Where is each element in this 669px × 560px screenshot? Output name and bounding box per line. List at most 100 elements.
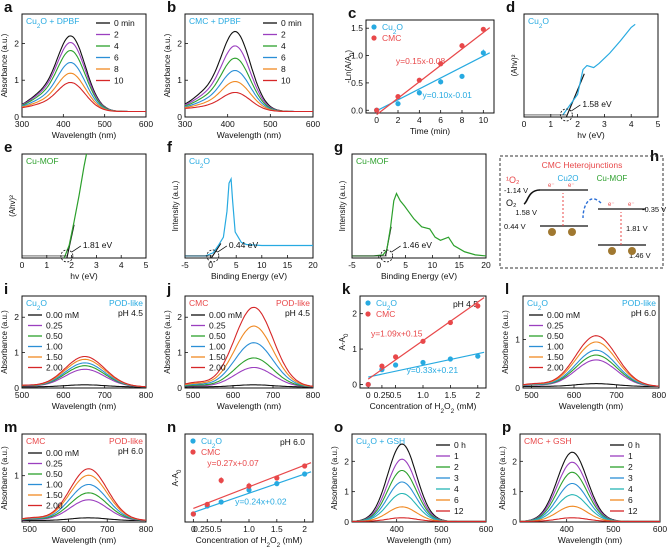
- panel-title: Cu-MOF: [26, 156, 59, 166]
- plot-frame: [351, 433, 487, 523]
- x-axis-label: Wavelength (nm): [387, 535, 452, 545]
- series-line-1.00: [522, 349, 659, 387]
- vb-cu2o-value: 0.44 V: [504, 222, 526, 231]
- singlet-oxygen-label: ¹O₂: [506, 175, 520, 185]
- panel-title: Cu2O + GSH: [356, 436, 405, 450]
- x-tick-label: 500: [263, 119, 277, 129]
- electron-symbol: e⁻: [628, 202, 635, 208]
- legend-label: 0.25: [46, 321, 63, 331]
- x-tick-label: 4: [417, 115, 422, 125]
- y-axis-label: Absorbance (a.u.): [0, 310, 9, 374]
- panel-a: a 300 400 500 600 0 1 2 Wavelength (nm) Absorbanc…: [0, 0, 153, 140]
- x-tick-label: 500: [15, 390, 29, 400]
- panel-title: CMC + GSH: [524, 436, 571, 446]
- heterojunction-schematic: h CMC Heterojunctions Cu2O Cu-MOF ¹O₂ -1…: [499, 148, 666, 269]
- y-tick-label: 2: [344, 456, 349, 466]
- y-axis-label: (Ahv)²: [8, 195, 17, 217]
- data-point: [379, 363, 385, 369]
- series-line-1.00: [184, 342, 314, 388]
- x-tick-label: 700: [98, 390, 112, 400]
- legend-label: 1.50: [547, 352, 564, 362]
- x-tick-label: 2: [475, 390, 480, 400]
- data-point: [204, 501, 210, 507]
- spectrum-line: [562, 23, 636, 116]
- panel-letter-e: e: [4, 139, 12, 156]
- legend-label: 6: [114, 53, 119, 63]
- legend-label: 2: [454, 462, 459, 472]
- x-tick-label: 5: [234, 260, 239, 270]
- legend-label: 2.00: [46, 363, 63, 373]
- panel-i: i 500 600 700 800 0 1 2 Wavelength (nm) Absorbanc…: [0, 281, 153, 411]
- data-point: [395, 101, 401, 107]
- x-tick-label: -5: [181, 260, 189, 270]
- x-tick-label: 500: [23, 524, 37, 534]
- plot-frame: [365, 19, 495, 114]
- panel-letter-o: o: [334, 419, 343, 436]
- series-line-2.00: [22, 355, 147, 388]
- x-tick-label: 1: [548, 119, 553, 129]
- pod-like-tag: POD-like: [276, 298, 310, 308]
- y-axis-label: Intensity (a.u.): [338, 180, 347, 231]
- panel-letter-i: i: [4, 281, 8, 298]
- fit-equation: y=0.24x+0.02: [235, 496, 287, 506]
- x-tick-label: 20: [308, 260, 318, 270]
- plot-frame: [519, 433, 661, 523]
- series-line-1.50: [522, 341, 660, 387]
- data-point: [459, 43, 465, 49]
- series-line-12: [352, 517, 486, 522]
- x-axis-label: Wavelength (nm): [52, 130, 117, 140]
- legend-label: Cu2O: [376, 298, 397, 312]
- annotation-pointer: [71, 245, 82, 253]
- data-point: [218, 499, 224, 505]
- x-tick-label: 600: [61, 524, 75, 534]
- legend-label: 0 min: [281, 18, 302, 28]
- series-line-2: [184, 45, 313, 113]
- x-tick-label: 500: [434, 524, 448, 534]
- spectrum-line: [352, 192, 487, 257]
- pod-like-tag: POD-like: [622, 298, 656, 308]
- panel-letter-l: l: [505, 281, 509, 298]
- legend-label: 0.50: [547, 331, 564, 341]
- panel-e: e 0 1 2 3 4 5 hv (eV) (Ahv)² Cu-MOF 1.81 eV: [4, 139, 149, 281]
- x-tick-label: 0: [522, 119, 527, 129]
- x-axis-label: Concentration of H2O2 (mM): [370, 401, 477, 415]
- panel-letter-a: a: [4, 0, 13, 16]
- data-point: [438, 79, 444, 85]
- series-line-0-h: [352, 443, 486, 522]
- fit-line: [193, 471, 312, 513]
- x-tick-label: 800: [139, 524, 153, 534]
- data-point: [246, 483, 252, 489]
- x-tick-label: 700: [266, 390, 280, 400]
- bandgap-annotation: 1.58 eV: [582, 99, 612, 109]
- fit-equation: y=0.10x-0.01: [423, 90, 473, 100]
- y-tick-label: 0.5: [351, 78, 363, 88]
- y-axis-label: -Ln(A/A0): [344, 50, 356, 83]
- y-axis-label: A-A0: [171, 469, 183, 486]
- hole-sphere: [608, 247, 616, 255]
- y-tick-label: 1: [352, 344, 357, 354]
- legend-label: 1.00: [209, 342, 226, 352]
- panel-m: m 500 600 700 800 1 Wavelength (nm) Absorbance …: [0, 419, 153, 545]
- panel-title: Cu2O: [527, 298, 548, 312]
- y-tick-label: 1: [344, 487, 349, 497]
- panel-c: c 0 2 4 6 8 10 0.0 0.5 1.0 1.5 Time (min) -Ln(A/A0) y…: [344, 5, 495, 136]
- pod-like-tag: POD-like: [109, 436, 143, 446]
- series-line-0.00-mM: [185, 384, 313, 388]
- x-tick-label: 800: [306, 390, 320, 400]
- x-tick-label: 10: [428, 260, 438, 270]
- legend-label: 0.00 mM: [46, 310, 79, 320]
- x-tick-label: 0: [376, 260, 381, 270]
- legend-label: CMC: [382, 33, 401, 43]
- legend-marker: [371, 24, 377, 30]
- series-line-2: [21, 41, 146, 113]
- y-tick-label: 1: [14, 75, 19, 85]
- y-axis-label: Absorbance (a.u.): [0, 446, 9, 510]
- legend-label: 0.50: [46, 469, 63, 479]
- x-tick-label: 700: [609, 390, 623, 400]
- plot-frame: [21, 13, 147, 118]
- legend-label: 10: [281, 76, 291, 86]
- series-line-0.50: [21, 492, 147, 521]
- y-tick-label: 0: [515, 383, 520, 393]
